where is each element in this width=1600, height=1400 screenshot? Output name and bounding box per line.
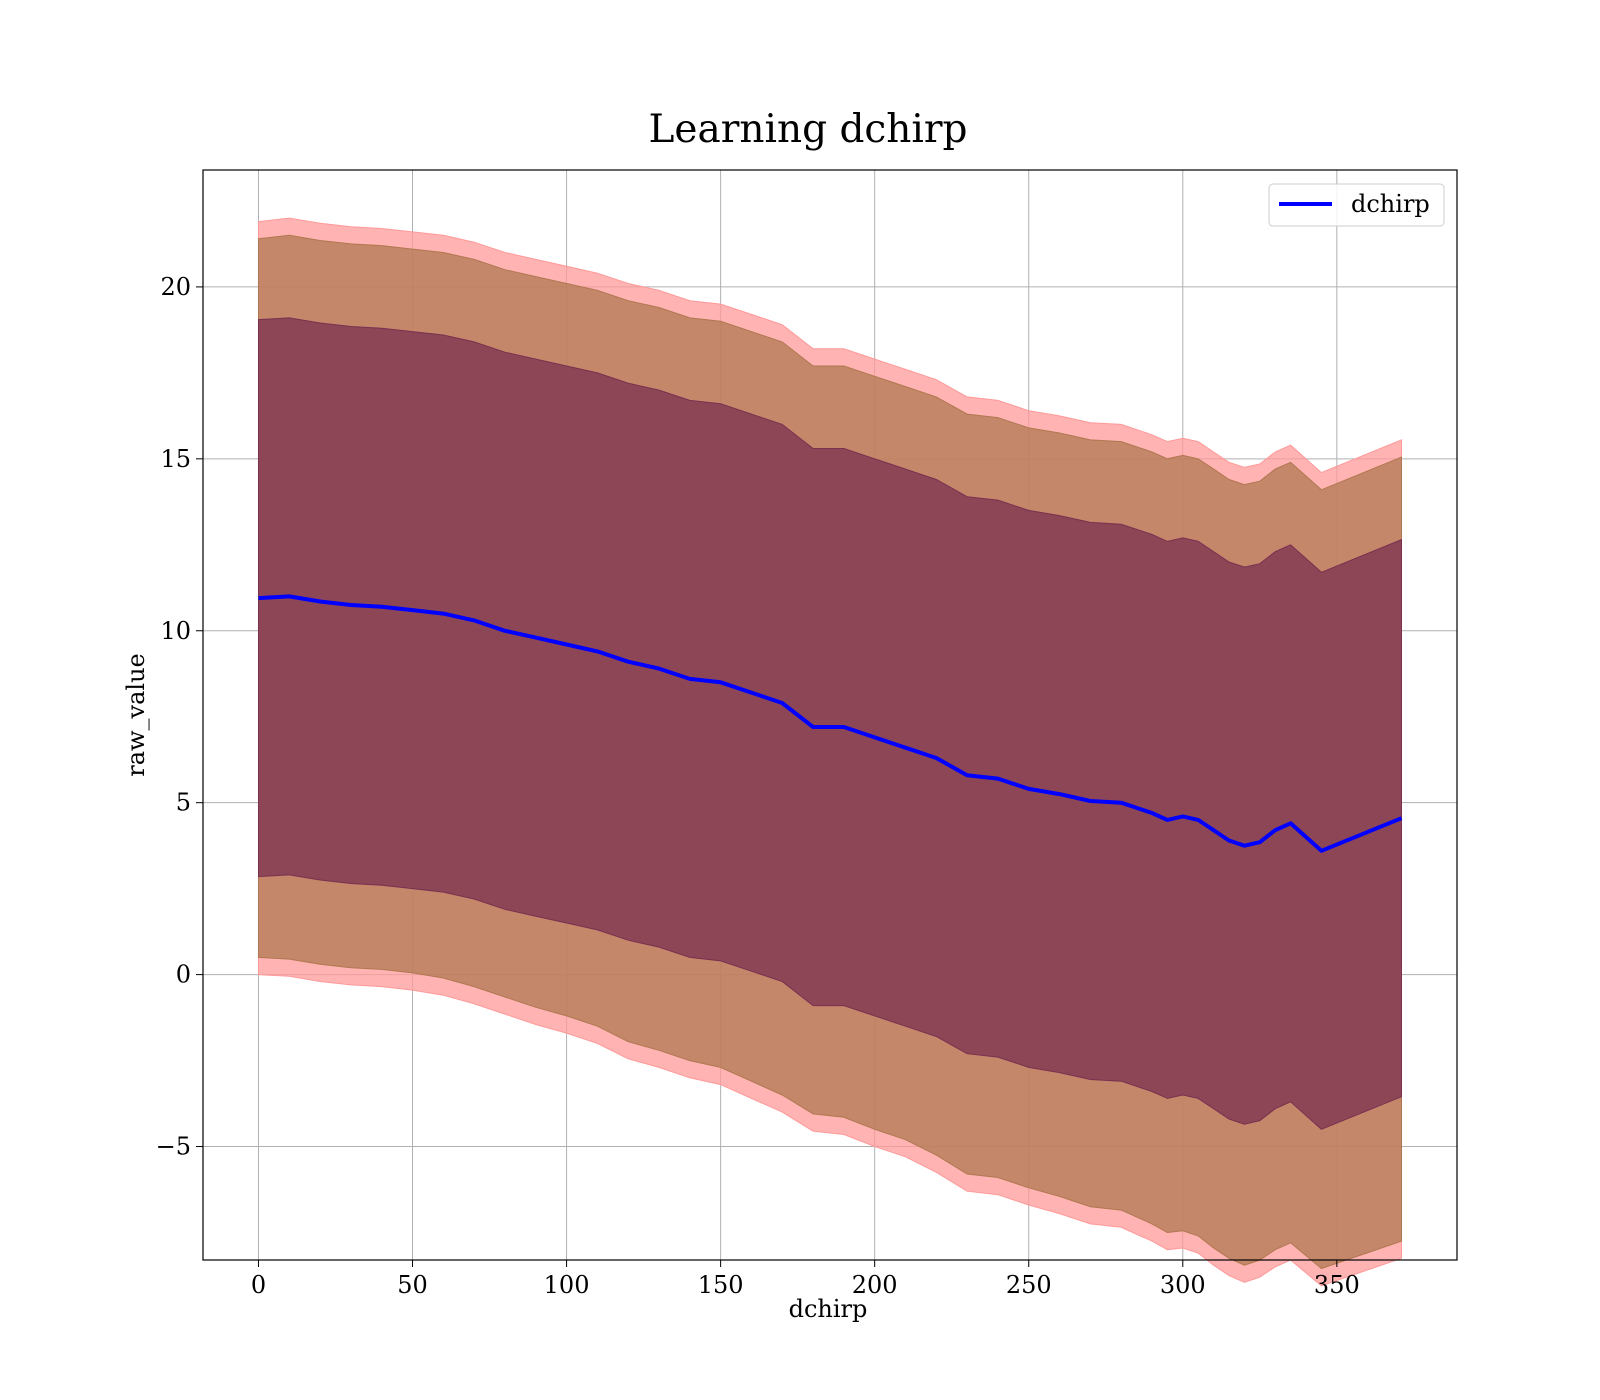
x-tick-label: 50: [397, 1271, 428, 1299]
x-tick-label: 200: [852, 1271, 898, 1299]
y-axis-label: raw_value: [122, 653, 150, 777]
plot-area-frame: [202, 169, 1458, 1261]
y-tick-label: −5: [156, 1133, 191, 1161]
x-tick-label: 100: [544, 1271, 590, 1299]
series-line-dchirp: [258, 594, 1403, 853]
series-lines: [258, 594, 1403, 853]
x-tick-label: 250: [1006, 1271, 1052, 1299]
y-tick-label: 5: [176, 789, 191, 817]
chart-title: Learning dchirp: [649, 107, 968, 152]
x-tick-label: 0: [251, 1271, 266, 1299]
x-axis-label: dchirp: [789, 1295, 868, 1323]
x-tick-label: 350: [1314, 1271, 1360, 1299]
y-tick-label: 0: [176, 961, 191, 989]
legend: dchirp: [1268, 183, 1445, 227]
band-inner: [258, 317, 1402, 1130]
y-tick-label: 15: [160, 445, 191, 473]
x-axis-ticks: 0 50 100 150 200 250 300 350: [251, 1260, 1360, 1299]
x-tick-label: 300: [1160, 1271, 1206, 1299]
legend-label-dchirp: dchirp: [1351, 190, 1430, 218]
y-tick-label: 20: [160, 273, 191, 301]
x-tick-label: 150: [698, 1271, 744, 1299]
legend-box: [1268, 183, 1445, 227]
y-axis-ticks: −5 0 5 10 15 20: [156, 273, 203, 1161]
y-tick-label: 10: [160, 617, 191, 645]
confidence-bands: [258, 217, 1402, 1287]
